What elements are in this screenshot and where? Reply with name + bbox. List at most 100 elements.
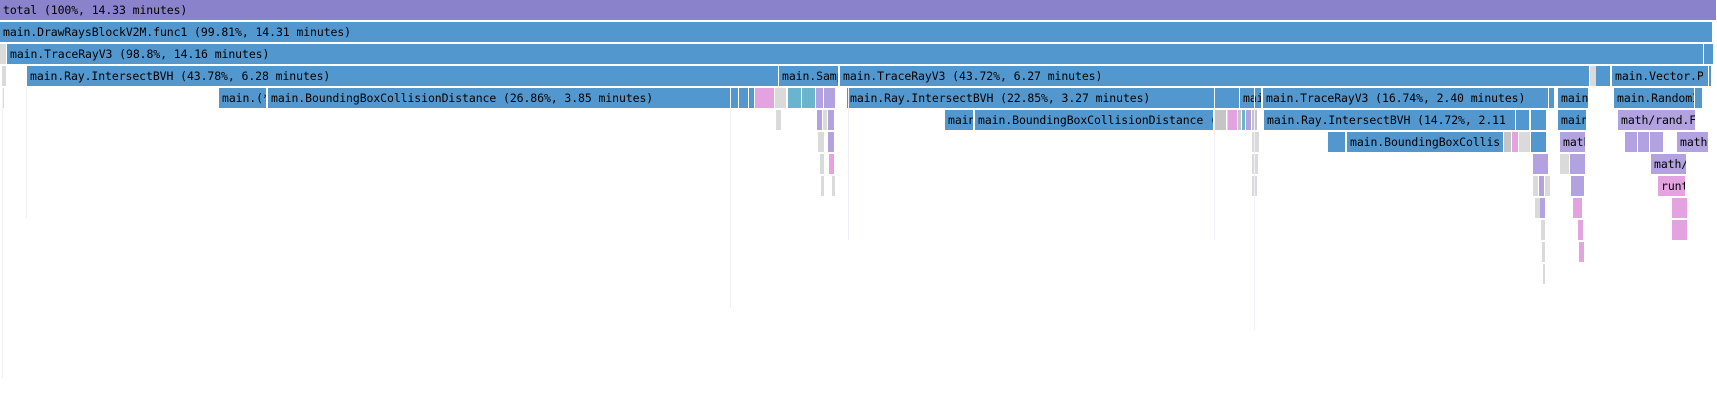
- flame-frame[interactable]: total (100%, 14.33 minutes): [0, 0, 1717, 21]
- flame-frame[interactable]: main.TraceRayV3 (43.72%, 6.27 minutes): [840, 66, 1590, 87]
- flame-frame-small[interactable]: [816, 88, 824, 109]
- flame-frame-small[interactable]: [1531, 132, 1547, 153]
- flame-frame[interactable]: main.BoundingBoxCollis: [1347, 132, 1504, 153]
- flame-frame-small[interactable]: [1571, 176, 1585, 197]
- flame-frame[interactable]: main.Ray.IntersectBVH (14.72%, 2.11: [1264, 110, 1516, 131]
- flame-frame[interactable]: main.RandomI: [1614, 88, 1695, 109]
- frame-label: main.TraceRayV3 (98.8%, 14.16 minutes): [10, 47, 270, 61]
- flame-frame-small[interactable]: [749, 88, 755, 109]
- flame-frame-small[interactable]: [823, 110, 828, 131]
- flame-frame-small[interactable]: [1570, 154, 1586, 175]
- flame-frame-small[interactable]: [1573, 198, 1583, 219]
- frame-label: main: [1561, 91, 1589, 105]
- frame-label: math/: [1654, 157, 1687, 171]
- flame-frame-small[interactable]: [776, 110, 782, 131]
- flame-frame-small[interactable]: [1625, 132, 1638, 153]
- flame-frame-small[interactable]: [828, 110, 835, 131]
- flame-frame-small[interactable]: [1704, 44, 1714, 65]
- flame-frame[interactable]: main: [945, 110, 974, 131]
- flame-frame[interactable]: runt: [1658, 176, 1686, 197]
- flame-frame-small[interactable]: [1238, 110, 1242, 131]
- flame-frame-small[interactable]: [832, 176, 836, 197]
- flame-frame-small[interactable]: [788, 88, 802, 109]
- flame-frame-small[interactable]: [1246, 110, 1252, 131]
- flame-frame-small[interactable]: [1549, 88, 1555, 109]
- flame-frame-small[interactable]: [1252, 176, 1258, 197]
- flame-frame-small[interactable]: [1542, 220, 1546, 241]
- flame-frame-small[interactable]: [739, 88, 749, 109]
- flame-frame[interactable]: main.Vector.P: [1612, 66, 1712, 87]
- flame-frame[interactable]: math: [1560, 132, 1586, 153]
- flame-frame-small[interactable]: [820, 154, 825, 175]
- flame-frame-small[interactable]: [829, 154, 835, 175]
- flame-frame-small[interactable]: [1545, 176, 1551, 197]
- flame-frame-small[interactable]: [1252, 132, 1260, 153]
- flame-frame-small[interactable]: [1579, 242, 1585, 263]
- flame-frame-small[interactable]: [1596, 66, 1611, 87]
- flame-frame-small[interactable]: [2, 66, 7, 87]
- flame-frame[interactable]: math/r: [1677, 132, 1709, 153]
- flame-frame-small[interactable]: [1531, 110, 1547, 131]
- flame-frame-small[interactable]: [1242, 110, 1246, 131]
- frame-label: main.Samp: [782, 69, 839, 83]
- flame-frame[interactable]: main.(*: [219, 88, 267, 109]
- frame-label: main: [1561, 113, 1587, 127]
- frame-label: main.BoundingBoxCollis: [1350, 135, 1501, 149]
- flame-frame-small[interactable]: [828, 132, 835, 153]
- flame-frame-small[interactable]: [817, 110, 823, 131]
- frame-label: math/rand.F: [1621, 113, 1696, 127]
- flame-frame-small[interactable]: [1533, 176, 1539, 197]
- flame-frame[interactable]: main.Ray.IntersectBVH (43.78%, 6.28 minu…: [27, 66, 779, 87]
- flame-frame-small[interactable]: [1215, 110, 1227, 131]
- flame-frame-small[interactable]: [1533, 154, 1549, 175]
- flame-frame-small[interactable]: [1650, 132, 1664, 153]
- flame-frame[interactable]: main.Ray.IntersectBVH (22.85%, 3.27 minu…: [847, 88, 1240, 109]
- frame-label: main.TraceRayV3 (43.72%, 6.27 minutes): [843, 69, 1103, 83]
- flame-frame-small[interactable]: [0, 44, 7, 65]
- flame-frame-small[interactable]: [818, 132, 825, 153]
- flame-frame-small[interactable]: [1512, 132, 1519, 153]
- flame-frame-small[interactable]: [1519, 132, 1531, 153]
- flame-frame[interactable]: main: [1558, 110, 1587, 131]
- flame-frame-small[interactable]: [1539, 176, 1545, 197]
- flame-frame-small[interactable]: [1504, 132, 1512, 153]
- flame-frame-small[interactable]: [1516, 110, 1530, 131]
- flame-frame[interactable]: math/: [1651, 154, 1687, 175]
- frame-label: main: [948, 113, 974, 127]
- flame-frame-small[interactable]: [1560, 154, 1570, 175]
- flame-frame[interactable]: main.Samp: [779, 66, 839, 87]
- flame-frame-small[interactable]: [1672, 198, 1688, 219]
- flame-frame[interactable]: main.TraceRayV3 (98.8%, 14.16 minutes): [7, 44, 1704, 65]
- flame-frame-small[interactable]: [1540, 198, 1546, 219]
- flame-frame-small[interactable]: [802, 88, 816, 109]
- flame-frame[interactable]: main.BoundingBoxCollisionDistance (26.86…: [268, 88, 730, 109]
- flame-frame[interactable]: main.BoundingBoxCollisionDistance (: [975, 110, 1214, 131]
- flame-frame-small[interactable]: [1543, 264, 1546, 285]
- flame-frame-small[interactable]: [2, 88, 5, 109]
- flame-frame-small[interactable]: [775, 88, 787, 109]
- flame-frame-small[interactable]: [1328, 132, 1346, 153]
- frame-label: main.RandomI: [1617, 91, 1695, 105]
- flame-frame-small[interactable]: [1542, 242, 1546, 263]
- frame-label: main.DrawRaysBlockV2M.func1 (99.81%, 14.…: [3, 25, 352, 39]
- stack-guide-line: [848, 88, 849, 240]
- flame-frame-small[interactable]: [821, 176, 825, 197]
- flame-frame-small[interactable]: [1703, 66, 1709, 87]
- flame-frame[interactable]: mai: [1240, 88, 1262, 109]
- flame-frame-small[interactable]: [1578, 220, 1584, 241]
- flame-frame[interactable]: main.TraceRayV3 (16.74%, 2.40 minutes): [1263, 88, 1549, 109]
- flame-frame-small[interactable]: [1252, 110, 1258, 131]
- stack-guide-line: [26, 88, 27, 218]
- flame-frame-small[interactable]: [1672, 220, 1688, 241]
- flame-frame-small[interactable]: [1252, 154, 1259, 175]
- flame-frame[interactable]: math/rand.F: [1618, 110, 1696, 131]
- flame-frame-small[interactable]: [1638, 132, 1650, 153]
- flame-frame[interactable]: main.DrawRaysBlockV2M.func1 (99.81%, 14.…: [0, 22, 1713, 43]
- flame-frame-small[interactable]: [729, 88, 739, 109]
- flame-frame[interactable]: main: [1558, 88, 1589, 109]
- flame-frame-small[interactable]: [1695, 88, 1703, 109]
- flame-frame-small[interactable]: [1228, 110, 1238, 131]
- flame-frame-small[interactable]: [824, 88, 836, 109]
- flame-frame-small[interactable]: [755, 88, 775, 109]
